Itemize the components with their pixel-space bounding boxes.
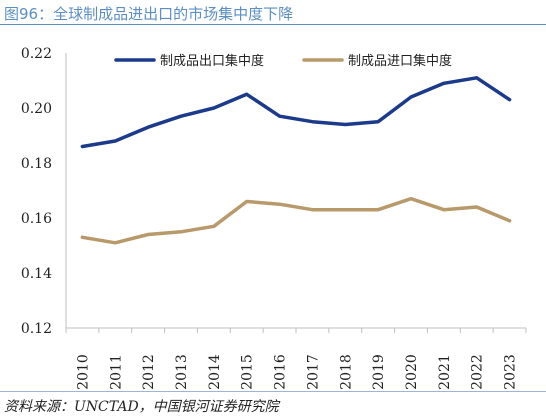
x-tick-label: 2023 [503, 354, 519, 390]
line-chart: 0.12 0.14 0.16 0.18 0.20 0.22 2010 2011 2012 2013… [21, 46, 527, 390]
legend-label-2: 制成品进口集中度 [348, 53, 452, 69]
series-line-1 [80, 76, 512, 149]
y-tick-label: 0.18 [21, 156, 52, 172]
legend-label-1: 制成品出口集中度 [160, 53, 264, 69]
x-tick-label: 2014 [207, 354, 223, 390]
y-tick-label: 0.22 [21, 46, 52, 62]
x-tick-label: 2015 [240, 354, 256, 390]
x-tick-label: 2017 [305, 354, 321, 390]
y-tick-label: 0.20 [21, 101, 52, 117]
x-tick-label: 2010 [75, 354, 91, 390]
source-note: 资料来源：UNCTAD，中国银河证券研究院 [4, 399, 279, 415]
x-tick-label: 2012 [141, 354, 157, 390]
x-tick-label: 2020 [404, 354, 420, 390]
x-tick-label: 2021 [437, 354, 453, 390]
y-tick-label: 0.12 [21, 321, 52, 337]
title-divider [0, 24, 546, 25]
figure-title: 图96：全球制成品进出口的市场集中度下降 [4, 5, 294, 23]
y-tick-label: 0.14 [21, 266, 52, 282]
x-tick-label: 2013 [174, 354, 190, 390]
x-tick-label: 2011 [108, 354, 124, 390]
x-tick-label: 2016 [273, 354, 289, 390]
y-tick-label: 0.16 [21, 211, 52, 227]
x-tick-label: 2022 [470, 354, 486, 390]
source-divider [0, 391, 546, 392]
x-tick-label: 2018 [338, 354, 354, 390]
series-line-2 [80, 196, 512, 245]
x-tick-label: 2019 [371, 354, 387, 390]
